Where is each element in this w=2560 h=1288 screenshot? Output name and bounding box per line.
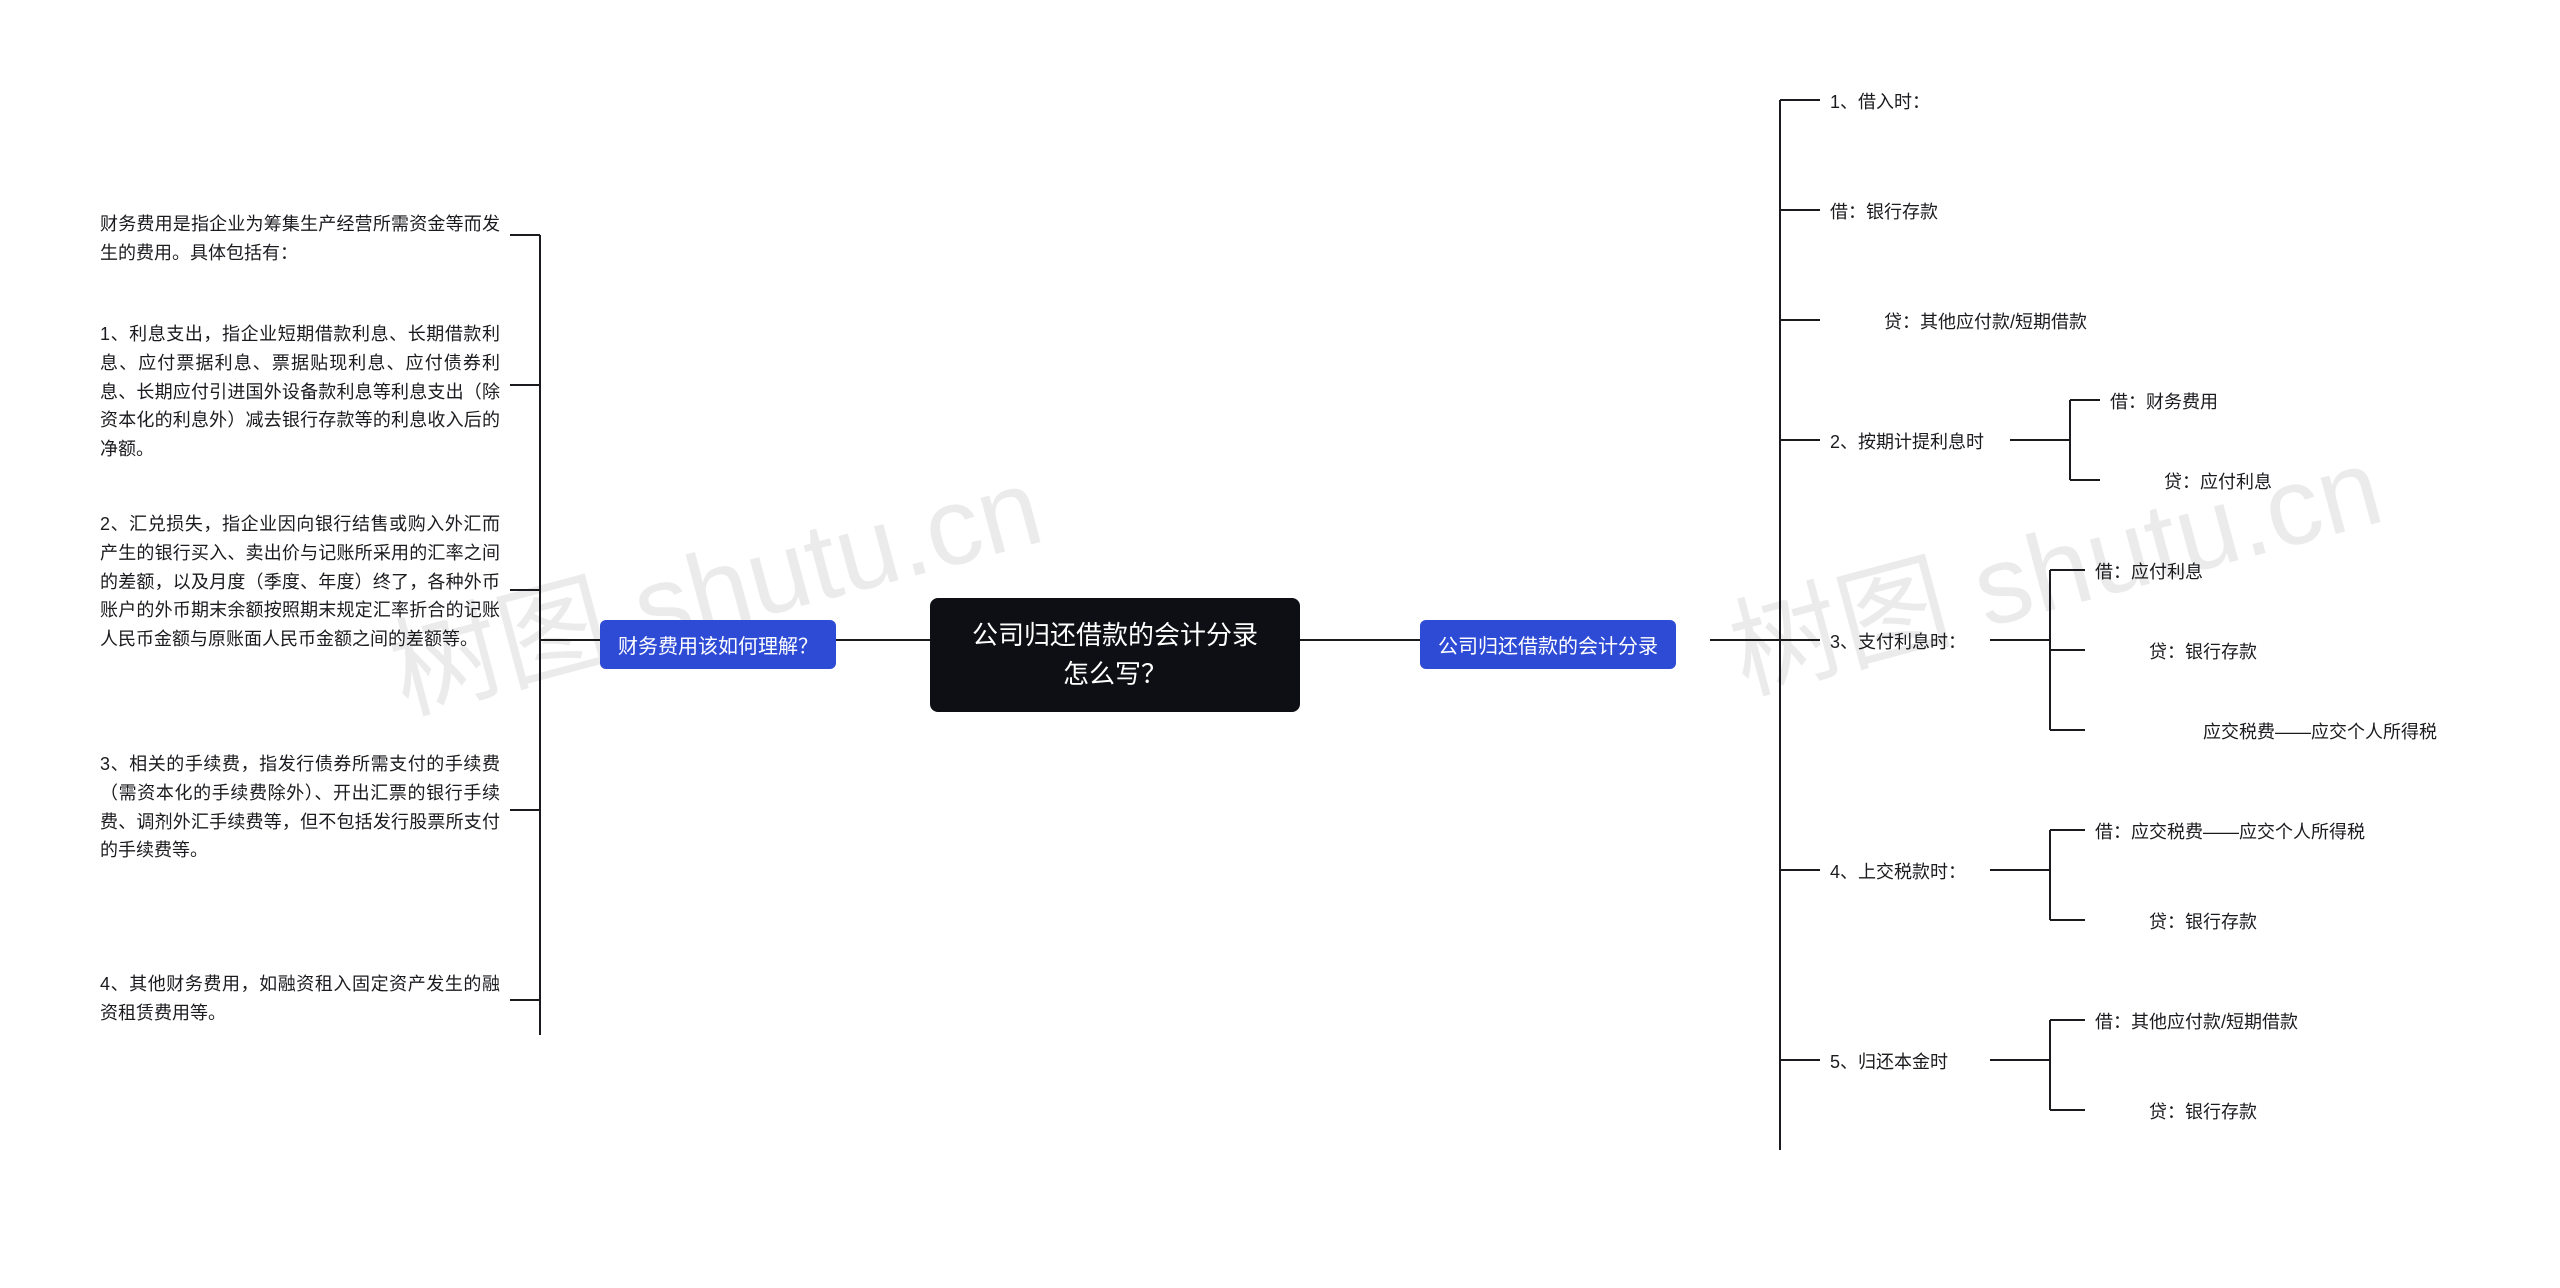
right-sub-3-0: 借：财务费用 — [2110, 388, 2218, 417]
left-item-2: 2、汇兑损失，指企业因向银行结售或购入外汇而产生的银行买入、卖出价与记账所采用的… — [100, 510, 500, 654]
left-branch: 财务费用该如何理解？ — [600, 620, 836, 669]
left-item-4: 4、其他财务费用，如融资租入固定资产发生的融资租赁费用等。 — [100, 970, 500, 1028]
right-sub-5-1: 贷：银行存款 — [2095, 908, 2257, 937]
right-sub-6-1: 贷：银行存款 — [2095, 1098, 2257, 1127]
right-sub-6-0: 借：其他应付款/短期借款 — [2095, 1008, 2298, 1037]
right-sub-4-2: 应交税费——应交个人所得税 — [2095, 718, 2437, 747]
left-item-1: 1、利息支出，指企业短期借款利息、长期借款利息、应付票据利息、票据贴现利息、应付… — [100, 320, 500, 464]
mindmap-canvas: 树图 shutu.cn 树图 shutu.cn 公司归还借款的会计分录 怎么写？… — [0, 0, 2560, 1288]
right-sub-4-0: 借：应付利息 — [2095, 558, 2203, 587]
watermark-2: 树图 shutu.cn — [1711, 396, 2396, 723]
right-item-2: 贷：其他应付款/短期借款 — [1830, 308, 2087, 337]
right-item-1: 借：银行存款 — [1830, 198, 1938, 227]
right-item-4: 3、支付利息时： — [1830, 628, 1966, 657]
right-item-6: 5、归还本金时 — [1830, 1048, 1948, 1077]
left-item-3: 3、相关的手续费，指发行债券所需支付的手续费（需资本化的手续费除外）、开出汇票的… — [100, 750, 500, 865]
left-item-0: 财务费用是指企业为筹集生产经营所需资金等而发生的费用。具体包括有： — [100, 210, 500, 268]
right-item-3: 2、按期计提利息时 — [1830, 428, 1984, 457]
right-item-0: 1、借入时： — [1830, 88, 1930, 117]
right-sub-4-1: 贷：银行存款 — [2095, 638, 2257, 667]
center-node: 公司归还借款的会计分录 怎么写？ — [930, 598, 1300, 712]
right-item-5: 4、上交税款时： — [1830, 858, 1966, 887]
right-sub-3-1: 贷：应付利息 — [2110, 468, 2272, 497]
right-branch: 公司归还借款的会计分录 — [1420, 620, 1676, 669]
right-sub-5-0: 借：应交税费——应交个人所得税 — [2095, 818, 2365, 847]
